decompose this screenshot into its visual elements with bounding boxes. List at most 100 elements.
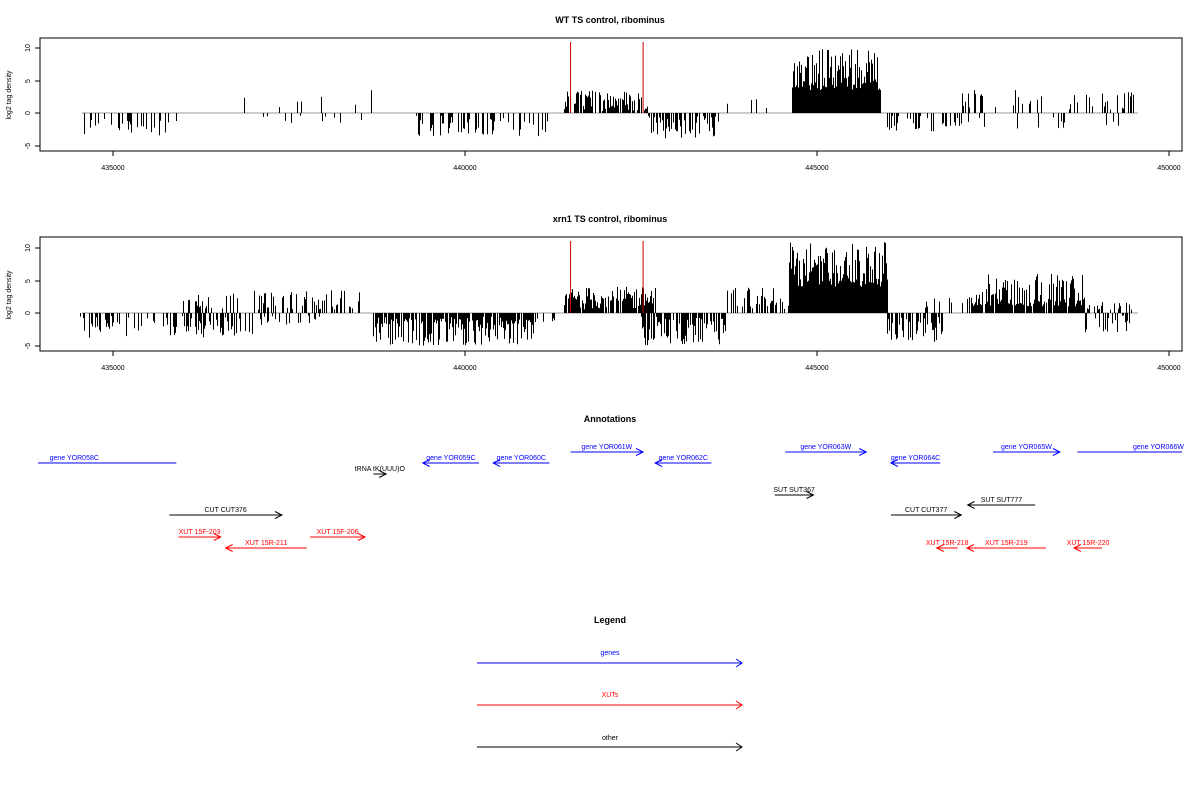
- feature-label: SUT SUT777: [981, 497, 1023, 504]
- annotation-feature: tRNA tK(UUU)O: [355, 466, 406, 478]
- xrn1-x-axis: 435000 440000 445000 450000: [101, 351, 1181, 372]
- wt-y-tick-label: -5: [25, 143, 32, 149]
- feature-label: XUT 15F-203: [179, 529, 221, 536]
- legend-item-genes: genes: [477, 650, 743, 668]
- wt-y-axis: 10 5 0 -5: [25, 44, 40, 149]
- annotation-feature: XUT 15R-220: [1067, 540, 1110, 552]
- legend-arrowhead-other: [735, 742, 743, 752]
- feature-label: gene YOR064C: [891, 455, 940, 462]
- annotation-track: Annotations gene YOR058C gene YOR059C gene…: [38, 414, 1184, 552]
- xrn1-plot-frame: [39, 236, 1183, 352]
- feature-arrowhead: [213, 533, 222, 541]
- xrn1-y-tick-label: -5: [25, 343, 32, 349]
- feature-label: gene YOR063W: [800, 444, 851, 451]
- annotation-feature: gene YOR058C: [38, 455, 177, 464]
- wt-markers: [570, 42, 644, 113]
- annotation-feature: XUT 15F-203: [178, 529, 222, 541]
- feature-arrowhead: [421, 459, 430, 467]
- feature-arrowhead: [859, 448, 868, 456]
- annotation-feature: XUT 15R-219: [965, 540, 1046, 552]
- xrn1-y-tick-label: 0: [25, 311, 32, 315]
- wt-x-tick-label: 440000: [453, 165, 476, 172]
- feature-label: tRNA tK(UUU)O: [355, 466, 406, 473]
- feature-arrowhead: [806, 491, 815, 499]
- feature-arrowhead: [224, 544, 233, 552]
- xrn1-y-axis: 10 5 0 -5: [25, 244, 40, 349]
- feature-label: gene YOR059C: [426, 455, 475, 462]
- annotation-feature: gene YOR066W: [1077, 444, 1184, 453]
- feature-label: XUT 15R-220: [1067, 540, 1110, 547]
- annotation-feature: CUT CUT377: [890, 507, 963, 519]
- xrn1-y-axis-label: log2 tag density: [6, 270, 13, 320]
- feature-label: gene YOR062C: [659, 455, 708, 462]
- legend-label-other: other: [602, 735, 619, 742]
- annotation-feature: gene YOR065W: [993, 444, 1061, 456]
- feature-arrowhead: [889, 459, 899, 467]
- feature-label: gene YOR065W: [1001, 444, 1052, 451]
- wt-panel-title: WT TS control, ribominus: [555, 15, 665, 25]
- feature-arrowhead: [357, 533, 367, 541]
- legend-arrowhead-xuts: [735, 700, 743, 710]
- wt-x-tick-label: 450000: [1157, 165, 1180, 172]
- feature-label: CUT CUT377: [905, 507, 947, 514]
- feature-arrowhead: [635, 448, 645, 456]
- wt-signal-bars: [84, 49, 1134, 139]
- legend-label-xuts: XUTs: [602, 692, 619, 699]
- feature-label: XUT 15R-219: [985, 540, 1028, 547]
- feature-arrowhead: [378, 470, 388, 478]
- annotation-feature: gene YOR060C: [492, 455, 550, 467]
- feature-arrowhead: [965, 544, 975, 552]
- feature-label: gene YOR058C: [50, 455, 99, 462]
- legend-label-genes: genes: [600, 650, 620, 657]
- feature-arrowhead: [1052, 448, 1061, 456]
- xrn1-y-tick-label: 10: [25, 244, 32, 252]
- feature-arrowhead: [966, 501, 975, 509]
- feature-arrowhead: [653, 459, 663, 467]
- legend-item-other: other: [477, 735, 743, 752]
- annotation-feature: SUT SUT367: [773, 487, 815, 499]
- annotations-title: Annotations: [584, 414, 637, 424]
- annotation-feature: SUT SUT777: [966, 497, 1036, 509]
- xrn1-x-tick-label: 435000: [101, 365, 124, 372]
- wt-y-tick-label: 5: [25, 79, 32, 83]
- xrn1-signal-bars: [80, 242, 1132, 346]
- feature-arrowhead: [274, 511, 284, 519]
- legend-title: Legend: [594, 615, 626, 625]
- wt-signal-panel: WT TS control, ribominus log2 tag densit…: [6, 15, 1183, 172]
- feature-label: XUT 15R-211: [245, 540, 287, 547]
- feature-label: gene YOR060C: [497, 455, 546, 462]
- legend-item-xuts: XUTs: [477, 692, 743, 710]
- feature-label: XUT 15F-206: [317, 529, 359, 536]
- wt-x-axis: 435000 440000 445000 450000: [101, 151, 1181, 172]
- annotation-feature: gene YOR063W: [785, 444, 868, 456]
- annotation-feature: gene YOR064C: [889, 455, 940, 467]
- feature-arrowhead: [492, 459, 501, 467]
- wt-x-tick-label: 445000: [805, 165, 828, 172]
- annotation-feature: XUT 15R-218: [926, 540, 969, 552]
- xrn1-y-tick-label: 5: [25, 279, 32, 283]
- annotation-feature: gene YOR062C: [653, 455, 712, 467]
- legend-arrowhead-genes: [735, 658, 743, 668]
- xrn1-markers: [570, 241, 644, 313]
- feature-label: XUT 15R-218: [926, 540, 969, 547]
- wt-y-axis-label: log2 tag density: [6, 70, 13, 120]
- annotation-feature: gene YOR061W: [570, 444, 645, 456]
- feature-arrowhead: [954, 511, 963, 519]
- wt-x-tick-label: 435000: [101, 165, 124, 172]
- xrn1-x-tick-label: 450000: [1157, 365, 1180, 372]
- xrn1-x-tick-label: 445000: [805, 365, 828, 372]
- feature-label: gene YOR061W: [581, 444, 632, 451]
- feature-arrowhead: [1072, 544, 1082, 552]
- legend: Legend genes XUTs other: [477, 615, 743, 752]
- xrn1-signal-panel: xrn1 TS control, ribominus log2 tag dens…: [6, 214, 1183, 372]
- annotation-feature: CUT CUT376: [169, 507, 284, 519]
- wt-plot-frame: [39, 37, 1183, 152]
- annotation-feature: gene YOR059C: [421, 455, 480, 467]
- annotation-feature: XUT 15R-211: [224, 540, 307, 552]
- feature-arrowhead: [935, 544, 944, 552]
- xrn1-panel-title: xrn1 TS control, ribominus: [553, 214, 668, 224]
- wt-y-tick-label: 10: [25, 44, 32, 52]
- feature-label: CUT CUT376: [204, 507, 246, 514]
